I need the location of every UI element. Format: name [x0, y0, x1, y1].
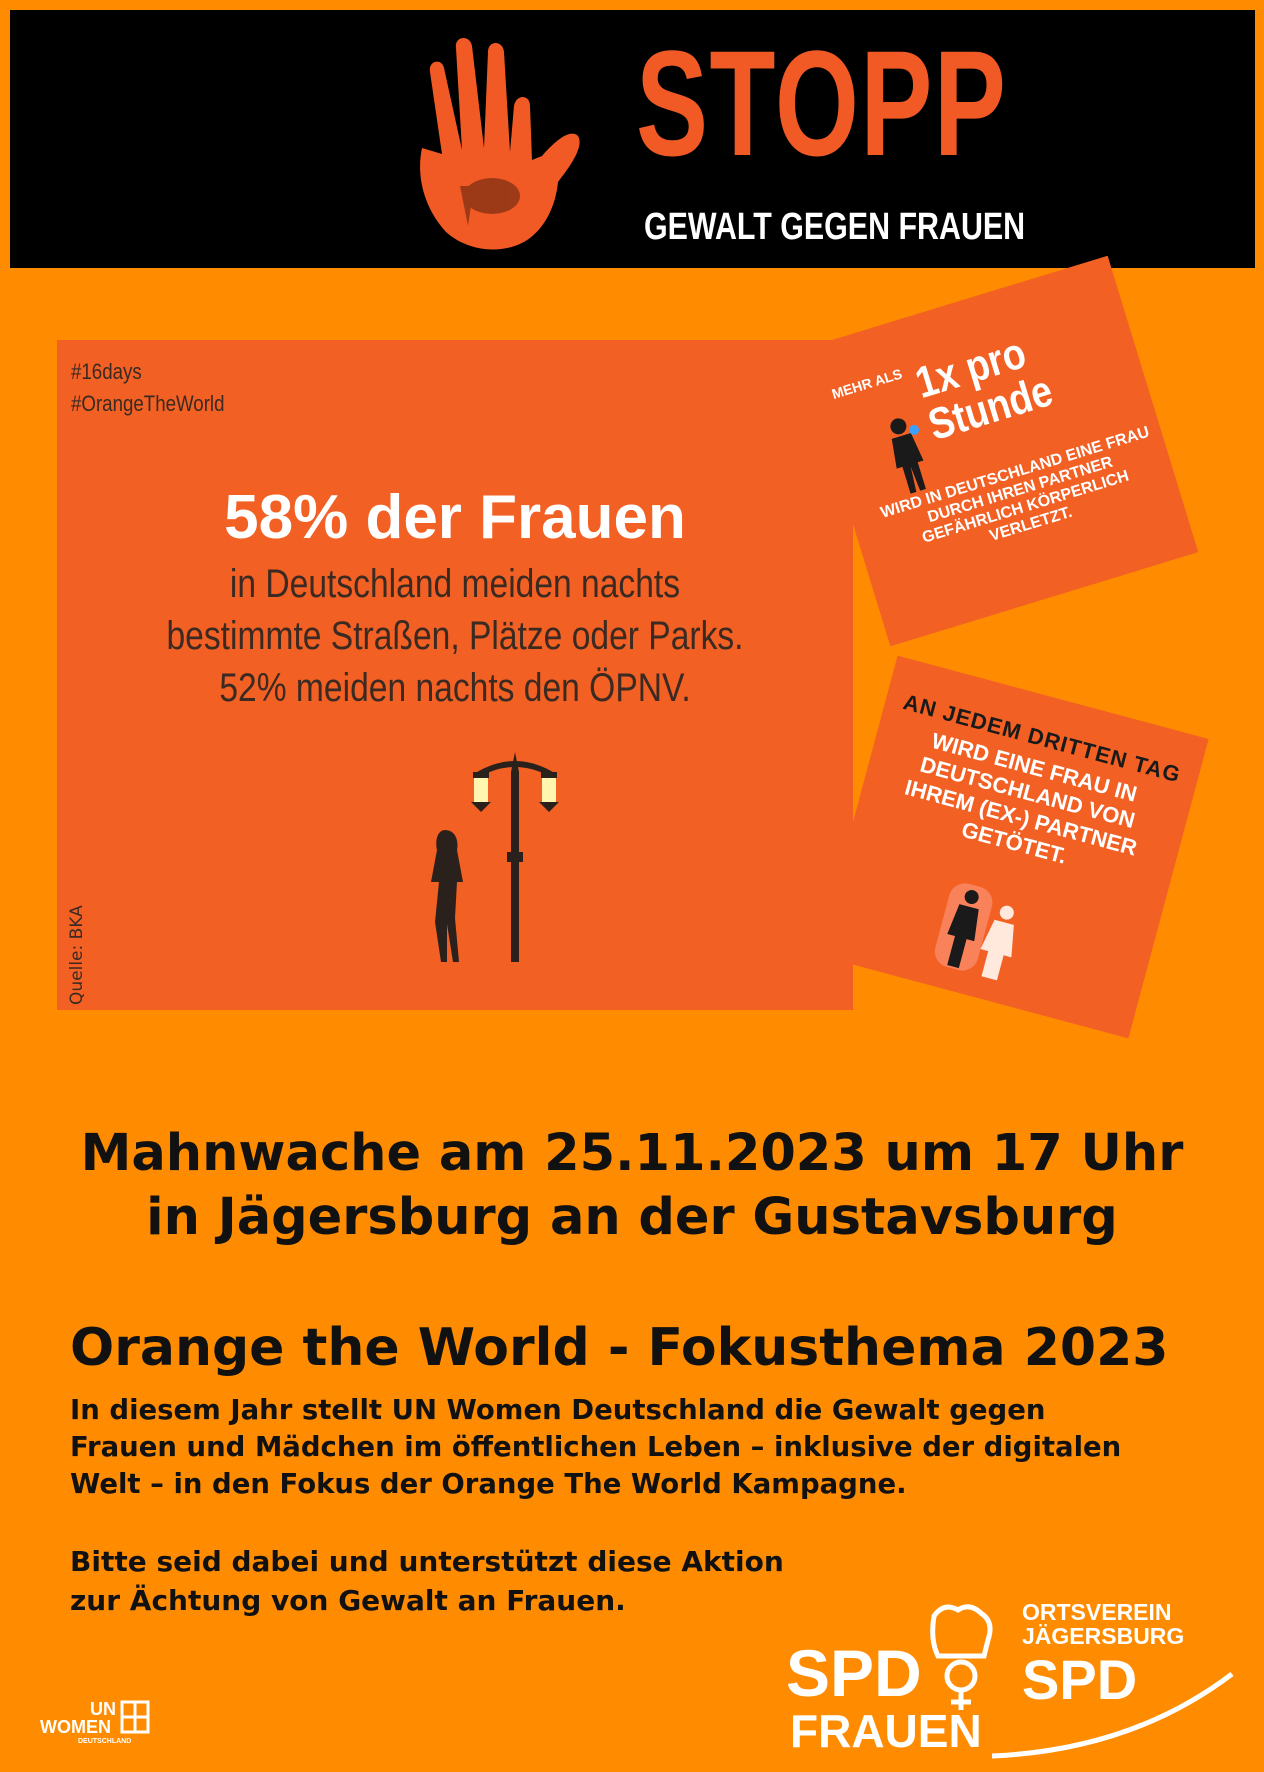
ortsverein-line1: ORTSVEREIN [1022, 1599, 1172, 1625]
street-lamp-woman-icon [431, 752, 559, 962]
poster-line: bestimmte Straßen, Plätze oder Parks. [166, 614, 744, 658]
event-line-date: Mahnwache am 25.11.2023 um 17 Uhr [80, 1124, 1184, 1183]
hashtag-orangetheworld: #OrangeTheWorld [71, 391, 225, 416]
support-line: zur Ächtung von Gewalt an Frauen. [70, 1584, 626, 1617]
card-big-text: 1x pro Stunde [910, 327, 1058, 450]
ortsverein-logo: ORTSVEREIN JÄGERSBURG SPD [992, 1599, 1252, 1760]
poster-line: 52% meiden nachts den ÖPNV. [219, 666, 691, 710]
spd-frauen-spd: SPD [786, 1636, 922, 1710]
handprint-icon [420, 37, 580, 250]
card-prefix: MEHR ALS [829, 365, 904, 402]
woman-figure-icon [890, 418, 926, 494]
ortsverein-spd: SPD [1022, 1648, 1138, 1711]
card-hourly-statistic: MEHR ALS 1x pro Stunde WIRD IN DEUTSCHLA… [799, 255, 1199, 647]
hashtags: #16days #OrangeTheWorld [71, 356, 224, 420]
focus-line: In diesem Jahr stellt UN Women Deutschla… [70, 1394, 1046, 1426]
un-women-women: WOMEN [40, 1717, 111, 1737]
banner-title: STOPP [636, 19, 1008, 187]
couple-figures-icon [934, 883, 1014, 981]
focus-line: Welt – in den Fokus der Orange The World… [70, 1468, 907, 1500]
focus-line: Frauen und Mädchen im öffentlichen Leben… [70, 1431, 1122, 1463]
event-announcement: Mahnwache am 25.11.2023 um 17 Uhr in Jäg… [0, 1122, 1264, 1250]
card-third-day-statistic: AN JEDEM DRITTEN TAG WIRD EINE FRAU IN D… [817, 655, 1209, 1039]
un-women-emblem-icon [120, 1700, 150, 1734]
ortsverein-line2: JÄGERSBURG [1022, 1623, 1185, 1649]
un-women-logo: UN WOMEN DEUTSCHLAND [40, 1700, 150, 1748]
event-line-location: in Jägersburg an der Gustavsburg [146, 1188, 1118, 1247]
banner-subtitle: GEWALT GEGEN FRAUEN [644, 206, 1026, 248]
hashtag-16days: #16days [71, 359, 142, 384]
focus-text: In diesem Jahr stellt UN Women Deutschla… [70, 1392, 1250, 1503]
un-women-un: UN [90, 1699, 116, 1719]
swoosh-icon [992, 1672, 1234, 1759]
statistics-poster: #16days #OrangeTheWorld 58% der Frauen i… [57, 340, 853, 1010]
poster-headline: 58% der Frauen [224, 483, 686, 552]
raised-fist-icon [930, 1604, 993, 1710]
un-women-country: DEUTSCHLAND [78, 1738, 132, 1745]
support-line: Bitte seid dabei und unterstützt diese A… [70, 1545, 784, 1578]
poster-subtext: in Deutschland meiden nachts bestimmte S… [57, 558, 853, 714]
spd-frauen-logo: SPD FRAUEN [786, 1600, 1006, 1760]
header-banner: STOPP GEWALT GEGEN FRAUEN [10, 10, 1255, 268]
focus-title: Orange the World - Fokusthema 2023 [70, 1318, 1169, 1378]
poster-line: in Deutschland meiden nachts [229, 562, 681, 606]
source-label: Quelle: BKA [67, 905, 87, 1005]
spd-frauen-frauen: FRAUEN [790, 1705, 982, 1757]
call-to-action: Bitte seid dabei und unterstützt diese A… [70, 1542, 784, 1620]
